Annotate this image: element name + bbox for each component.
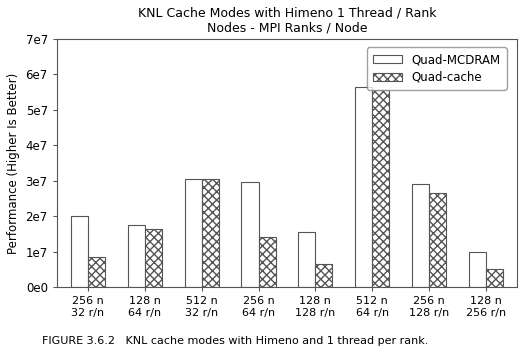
Bar <box>202 179 219 287</box>
Bar <box>412 184 429 287</box>
Bar <box>258 237 276 287</box>
Y-axis label: Performance (Higher Is Better): Performance (Higher Is Better) <box>7 72 20 253</box>
Title: KNL Cache Modes with Himeno 1 Thread / Rank
Nodes - MPI Ranks / Node: KNL Cache Modes with Himeno 1 Thread / R… <box>138 7 436 35</box>
Legend: Quad-MCDRAM, Quad-cache: Quad-MCDRAM, Quad-cache <box>367 47 507 90</box>
Text: FIGURE 3.6.2   KNL cache modes with Himeno and 1 thread per rank.: FIGURE 3.6.2 KNL cache modes with Himeno… <box>42 336 428 346</box>
Bar <box>372 90 389 287</box>
Bar <box>469 252 486 287</box>
Bar <box>298 232 315 287</box>
Bar <box>355 87 372 287</box>
Bar <box>315 264 332 287</box>
Bar <box>145 229 162 287</box>
Bar <box>242 182 258 287</box>
Bar <box>486 269 503 287</box>
Bar <box>184 179 202 287</box>
Bar <box>429 193 446 287</box>
Bar <box>88 257 105 287</box>
Bar <box>71 216 88 287</box>
Bar <box>128 225 145 287</box>
